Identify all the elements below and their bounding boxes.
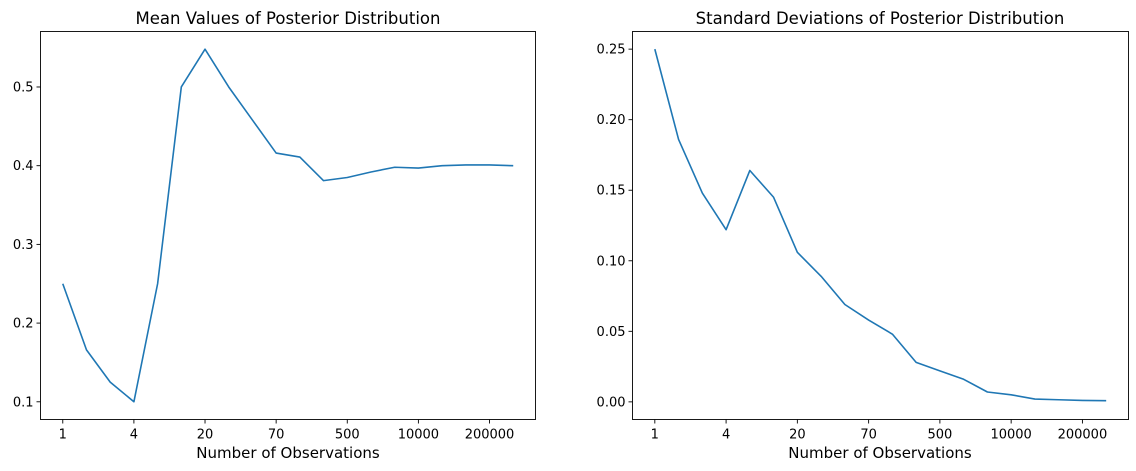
std-y-tick-label: 0.05	[597, 325, 626, 340]
mean-x-tick-label: 1	[59, 428, 67, 443]
std-y-tick-label: 0.10	[597, 254, 626, 269]
std-chart-x-axis-label: Number of Observations	[788, 444, 972, 462]
std-y-tick-label: 0.25	[597, 43, 626, 58]
std-x-tick-label: 70	[860, 428, 877, 443]
mean-chart-plot-area	[40, 31, 536, 420]
std-x-tick-label: 4	[722, 428, 730, 443]
std-chart: Standard Deviations of Posterior Distrib…	[597, 9, 1129, 462]
mean-y-tick-label: 0.4	[13, 159, 34, 174]
std-chart-plot-area	[632, 31, 1129, 420]
std-x-tick-label: 200000	[1058, 428, 1108, 443]
std-x-tick-label: 20	[789, 428, 806, 443]
std-chart-title: Standard Deviations of Posterior Distrib…	[696, 9, 1065, 28]
mean-y-tick-label: 0.2	[13, 317, 34, 332]
std-x-tick-label: 500	[927, 428, 952, 443]
mean-x-tick-label: 20	[197, 428, 214, 443]
std-x-tick-label: 10000	[990, 428, 1031, 443]
mean-chart-x-axis-label: Number of Observations	[196, 444, 380, 462]
mean-x-tick-label: 500	[335, 428, 360, 443]
mean-x-tick-label: 4	[130, 428, 138, 443]
mean-chart: Mean Values of Posterior Distribution 0.…	[13, 9, 536, 462]
mean-chart-ticks: 0.1 0.2 0.3 0.4 0.5 1 4 20 70 500 10000 200000	[13, 80, 515, 442]
mean-x-tick-label: 70	[268, 428, 285, 443]
std-x-tick-label: 1	[651, 428, 659, 443]
mean-x-tick-label: 200000	[465, 428, 515, 443]
mean-y-tick-label: 0.1	[13, 395, 34, 410]
std-y-tick-label: 0.20	[597, 113, 626, 128]
mean-series-line	[62, 48, 514, 403]
mean-y-tick-label: 0.3	[13, 238, 34, 253]
mean-x-tick-label: 10000	[398, 428, 439, 443]
mean-chart-title: Mean Values of Posterior Distribution	[136, 9, 441, 28]
std-series-line	[654, 48, 1107, 402]
std-y-tick-label: 0.00	[597, 395, 626, 410]
std-chart-ticks: 0.00 0.05 0.10 0.15 0.20 0.25 1 4 20 70 500 10000 20…	[597, 43, 1108, 443]
mean-y-tick-label: 0.5	[13, 80, 34, 95]
std-y-tick-label: 0.15	[597, 184, 626, 199]
